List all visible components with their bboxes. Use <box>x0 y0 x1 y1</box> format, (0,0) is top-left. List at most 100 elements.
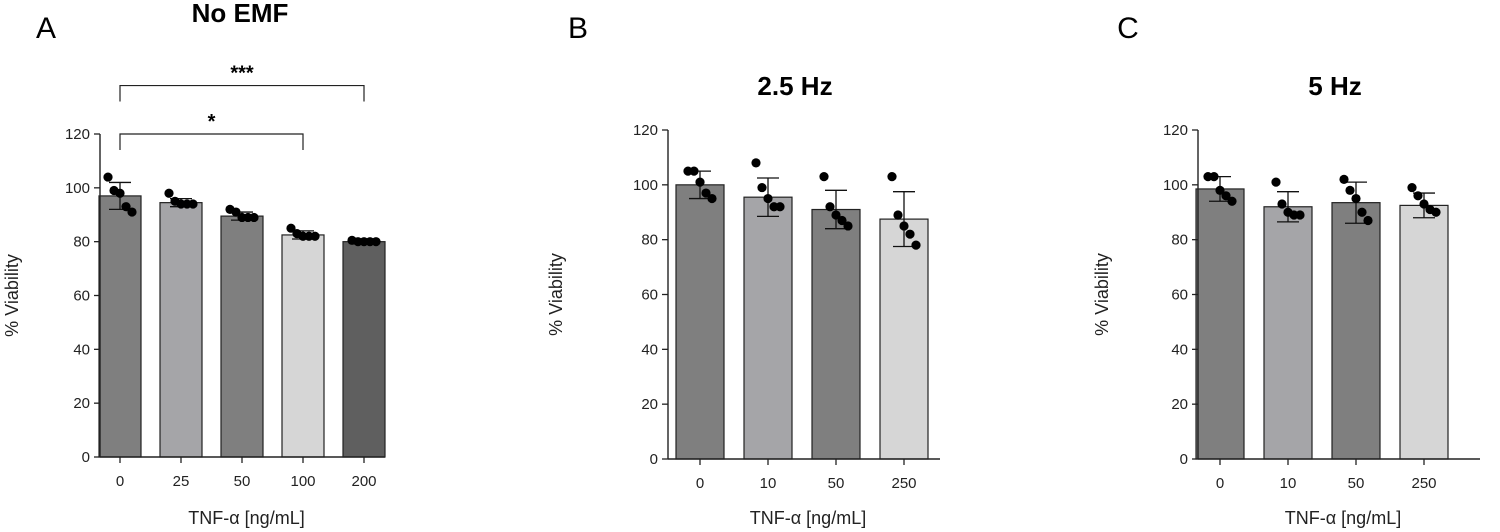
bar <box>811 208 861 460</box>
y-tick-label: 120 <box>633 122 658 139</box>
x-tick-label: 50 <box>234 473 251 490</box>
bar <box>743 196 793 460</box>
data-point <box>121 202 131 212</box>
significance-label: * <box>208 111 216 133</box>
data-point <box>1413 191 1423 201</box>
x-tick-label: 100 <box>290 473 315 490</box>
bar <box>879 218 929 460</box>
data-point <box>1221 191 1231 201</box>
data-point <box>371 237 381 247</box>
data-point <box>1345 185 1355 195</box>
data-point <box>249 212 259 223</box>
data-point <box>911 240 921 250</box>
data-point <box>1339 174 1349 184</box>
data-point <box>1271 177 1281 187</box>
y-tick-label: 60 <box>1171 287 1188 304</box>
x-tick-label: 10 <box>1280 475 1297 492</box>
y-tick-label: 80 <box>73 234 90 251</box>
x-axis-label: TNF-α [ng/mL] <box>188 508 304 528</box>
data-point <box>115 188 125 198</box>
x-tick-label: 0 <box>1216 475 1224 492</box>
data-point <box>843 221 853 231</box>
y-tick-label: 120 <box>65 126 90 143</box>
bar <box>1263 206 1313 460</box>
y-tick-label: 20 <box>641 396 658 413</box>
y-tick-label: 0 <box>650 451 658 468</box>
panel-c: C 5 Hz 0 10 50 250 0 20 40 60 80 100 120 TNF-α [ng/mL… <box>1092 12 1480 528</box>
data-point <box>819 172 829 182</box>
data-point <box>1295 210 1305 220</box>
x-tick-label: 250 <box>1411 475 1436 492</box>
data-point <box>701 188 711 198</box>
data-point <box>310 231 320 241</box>
data-point <box>763 193 773 204</box>
y-tick-label: 40 <box>641 341 658 358</box>
bar <box>1399 204 1449 460</box>
data-point <box>837 215 847 226</box>
data-point <box>231 207 241 217</box>
data-point <box>286 223 296 233</box>
data-point <box>831 210 841 220</box>
bar <box>98 195 142 458</box>
bar <box>1331 202 1381 460</box>
bar <box>159 202 203 458</box>
x-tick-label: 25 <box>173 473 190 490</box>
data-point <box>695 177 705 187</box>
x-tick-label: 0 <box>116 473 124 490</box>
data-point <box>1357 207 1367 217</box>
x-tick-label: 50 <box>1348 475 1365 492</box>
data-point <box>751 158 761 168</box>
significance-bracket <box>119 133 304 150</box>
data-point <box>775 202 785 212</box>
y-tick-label: 20 <box>73 395 90 412</box>
y-tick-label: 60 <box>73 288 90 305</box>
panel-title: No EMF <box>192 0 289 28</box>
x-tick-label: 50 <box>828 475 845 492</box>
panel-title: 5 Hz <box>1308 71 1361 101</box>
significance-bracket <box>119 84 365 102</box>
panel-letter: A <box>36 12 56 45</box>
data-point <box>905 229 915 239</box>
data-point <box>127 207 137 217</box>
panel-title: 2.5 Hz <box>757 71 832 101</box>
significance-label: *** <box>230 63 254 85</box>
data-point <box>1227 196 1237 206</box>
y-tick-label: 40 <box>73 341 90 358</box>
y-tick-label: 40 <box>1171 341 1188 358</box>
y-axis-label: % Viability <box>546 253 566 336</box>
data-point <box>1407 182 1417 193</box>
x-axis-label: TNF-α [ng/mL] <box>1285 508 1401 528</box>
data-point <box>757 182 767 193</box>
data-point <box>707 193 717 204</box>
x-tick-label: 200 <box>351 473 376 490</box>
y-tick-label: 100 <box>633 177 658 194</box>
y-tick-label: 100 <box>1163 177 1188 194</box>
data-point <box>825 202 835 212</box>
y-tick-label: 0 <box>1180 451 1188 468</box>
panel-b: B 2.5 Hz 0 10 50 250 0 20 40 60 80 100 120 TNF-α [ng/… <box>546 12 940 528</box>
data-point <box>899 221 909 231</box>
data-point <box>103 172 113 182</box>
y-axis-label: % Viability <box>1092 253 1112 336</box>
bar <box>220 215 264 458</box>
x-tick-label: 0 <box>696 475 704 492</box>
data-point <box>1215 185 1225 195</box>
data-point <box>164 188 174 198</box>
panel-letter: B <box>568 12 588 45</box>
bar <box>342 241 386 458</box>
x-axis-label: TNF-α [ng/mL] <box>750 508 866 528</box>
data-point <box>689 166 699 176</box>
data-point <box>893 210 903 220</box>
panel-a: A No EMF 0 25 50 100 200 0 20 40 60 80 100 120 TNF-α [… <box>2 0 386 528</box>
y-tick-label: 100 <box>65 180 90 197</box>
data-point <box>188 199 198 209</box>
y-tick-label: 80 <box>1171 232 1188 249</box>
panel-letter: C <box>1117 12 1139 45</box>
x-tick-label: 10 <box>760 475 777 492</box>
data-point <box>1363 215 1373 226</box>
y-tick-label: 60 <box>641 287 658 304</box>
bar <box>675 184 725 460</box>
data-point <box>1431 207 1441 217</box>
